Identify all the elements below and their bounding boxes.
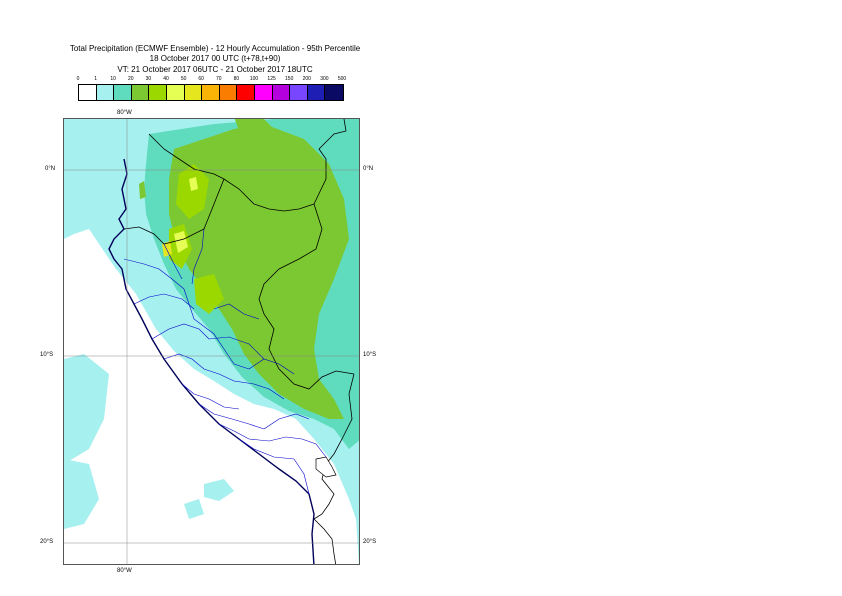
country-border-ecuador-peru [123,178,315,245]
legend-swatch-13 [307,85,326,100]
legend-swatch-8 [219,85,238,100]
legend-tick-label: 10 [110,76,116,82]
legend-tick-label: 500 [337,76,347,82]
precip-ocean-patch-1 [64,354,109,464]
legend-tick-label: 60 [198,76,204,82]
precip-area-green-2 [234,119,279,149]
legend-tick-label: 0 [76,76,80,82]
country-border-colombia-brazil [313,119,347,205]
legend-tick-label: 20 [128,76,134,82]
legend-swatch-3 [131,85,150,100]
legend-tick-label: 40 [163,76,169,82]
lat-label-left-0: 0°N [45,166,56,172]
legend-swatch-12 [290,85,308,100]
precip-core-yellow-1 [174,231,188,253]
precip-core-yellow-3 [189,177,198,191]
legend-tick-label: 1 [94,76,97,82]
legend-swatch-11 [272,85,291,100]
country-border-peru-brazil [258,203,355,390]
admin-borders [123,228,327,495]
title-line-1: Total Precipitation (ECMWF Ensemble) - 1… [69,44,361,53]
lon-label-top: 80°W [117,110,132,116]
legend-tick-label: 70 [216,76,222,82]
precip-core-bright-3 [194,274,224,314]
legend-tick-label: 200 [302,76,311,82]
country-border-colombia-ecuador [148,133,225,180]
legend-tick-label: 80 [233,76,240,82]
legend-swatch-7 [202,85,220,100]
lat-label-right-10s: 10°S [363,352,377,358]
legend-swatch-1 [96,85,115,100]
legend-swatch-9 [237,85,255,100]
lat-label-left-10s: 10°S [40,352,54,358]
legend-tick-label: 100 [249,76,259,82]
lat-label-left-20s: 20°S [40,539,54,545]
legend-swatch-10 [254,85,273,100]
land-dry-area [144,339,356,564]
coastline [108,158,315,564]
legend-tick-label: 30 [145,76,152,82]
lat-label-right-0: 0°N [363,166,374,172]
precip-core-yellow-4 [139,181,146,199]
legend-swatch-0 [79,85,97,100]
lon-label-bottom: 80°W [117,568,132,574]
legend-swatch-6 [184,85,203,100]
precip-core-bright-1 [176,164,209,219]
color-legend-bar [78,84,344,101]
legend-tick-label: 50 [180,76,187,82]
title-line-3: VT: 21 October 2017 06UTC - 21 October 2… [117,65,313,74]
precipitation-map [63,118,360,565]
precip-ocean-patch-4 [184,499,204,519]
legend-swatch-14 [325,85,343,100]
legend-tick-label: 150 [285,76,294,82]
precip-area-green [169,124,349,419]
precip-ocean-patch-3 [204,479,234,501]
precip-ocean-patch-2 [64,459,99,529]
legend-swatch-4 [149,85,167,100]
country-border-chile-bolivia [313,518,337,564]
title-line-2: 18 October 2017 00 UTC (t+78,t+90) [149,54,281,63]
legend-tick-label: 125 [267,76,276,82]
legend-swatch-2 [114,85,132,100]
color-legend-ticks: 0 1 10 20 30 40 50 60 70 80 100 125 150 200 300 500 [76,76,356,85]
lat-label-right-20s: 20°S [363,539,377,545]
map-canvas [64,119,359,564]
legend-swatch-5 [166,85,185,100]
legend-tick-label: 300 [320,76,329,82]
